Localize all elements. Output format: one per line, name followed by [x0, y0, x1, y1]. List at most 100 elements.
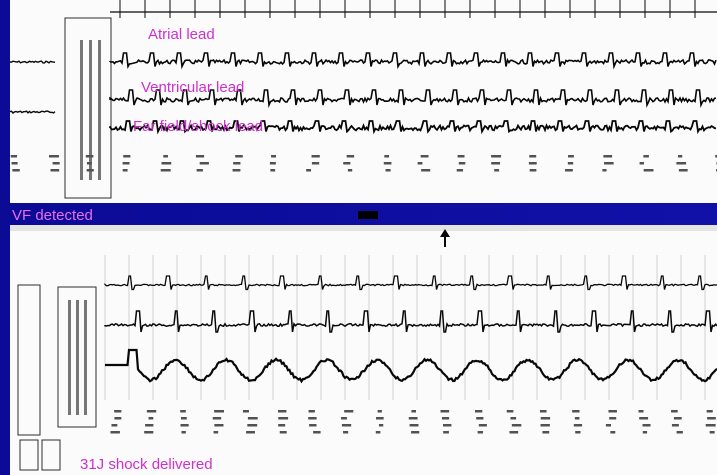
marker-annotation [602, 169, 607, 172]
marker-annotation [671, 410, 678, 413]
marker-annotation [378, 424, 384, 427]
marker-annotation [567, 162, 574, 165]
marker-annotation [676, 162, 687, 165]
marker-annotation [456, 169, 464, 172]
marker-annotation [308, 417, 317, 420]
marker-annotation [242, 410, 249, 413]
marker-annotation [181, 431, 186, 434]
marker-annotation [111, 424, 118, 427]
annotation-box [57, 286, 97, 428]
marker-annotation [478, 424, 487, 427]
marker-annotation [161, 162, 172, 165]
far-field-trace [105, 348, 717, 384]
marker-annotation [246, 431, 255, 434]
marker-annotation [146, 410, 157, 413]
marker-annotation [677, 155, 683, 158]
marker-annotation [48, 155, 59, 158]
egm-strip-bottom [10, 225, 717, 475]
marker-annotation [476, 417, 484, 420]
marker-annotation [10, 155, 18, 158]
annotation-box-text [84, 300, 87, 415]
pre-segment-ventricular [10, 110, 56, 114]
marker-annotation [671, 424, 679, 427]
marker-annotation [643, 155, 649, 158]
annotation-box-text [98, 40, 101, 180]
marker-annotation [180, 417, 187, 420]
marker-annotation [278, 424, 286, 427]
marker-annotation [214, 424, 224, 427]
marker-annotation [474, 410, 483, 413]
marker-annotation [411, 431, 420, 434]
marker-annotation [573, 424, 583, 427]
marker-annotation [411, 410, 417, 413]
marker-annotation [604, 162, 614, 165]
marker-annotation [458, 162, 466, 165]
marker-annotation [529, 169, 537, 172]
episode-marker-icon [358, 211, 378, 219]
marker-annotation [529, 155, 537, 158]
marker-annotation [195, 155, 205, 158]
marker-annotation [638, 410, 644, 413]
marker-annotation [343, 431, 349, 434]
marker-annotation [491, 155, 502, 158]
marker-annotation [343, 162, 351, 165]
marker-annotation [509, 431, 519, 434]
marker-annotation [376, 417, 384, 420]
marker-annotation [278, 417, 289, 420]
egm-tracing-bottom [10, 225, 717, 471]
marker-annotation [608, 410, 617, 413]
marker-annotation [114, 417, 122, 420]
annotation-box-text [76, 300, 79, 415]
marker-annotation [180, 410, 186, 413]
marker-annotation [50, 169, 60, 172]
marker-annotation [491, 162, 501, 165]
marker-annotation [213, 431, 219, 434]
marker-annotation [122, 169, 128, 172]
marker-annotation [709, 431, 715, 434]
pre-segment-atrial [10, 60, 56, 64]
marker-annotation [346, 155, 355, 158]
marker-annotation [180, 424, 189, 427]
marker-annotation [676, 431, 683, 434]
marker-annotation [163, 155, 168, 158]
shock-arrow-head-icon [440, 229, 450, 237]
marker-annotation [421, 169, 431, 172]
atrial-trace [104, 275, 717, 291]
marker-annotation [148, 417, 154, 420]
marker-annotation [247, 424, 258, 427]
marker-annotation [574, 417, 580, 420]
marker-annotation [375, 431, 381, 434]
marker-annotation [639, 162, 644, 165]
marker-annotation [706, 410, 713, 413]
lower-box [41, 439, 61, 471]
marker-annotation [232, 169, 241, 172]
marker-annotation [603, 155, 613, 158]
marker-annotation [605, 424, 612, 427]
marker-annotation [443, 424, 452, 427]
top-band [10, 225, 717, 231]
marker-annotation [575, 431, 581, 434]
marker-annotation [441, 417, 450, 420]
left-scale-box [17, 284, 41, 436]
marker-annotation [212, 417, 222, 420]
marker-annotation [678, 169, 688, 172]
marker-annotation [86, 162, 92, 165]
marker-annotation [377, 410, 382, 413]
marker-annotation [420, 155, 429, 158]
lower-box [19, 439, 39, 471]
marker-annotation [341, 424, 352, 427]
marker-annotation [715, 155, 717, 158]
marker-annotation [110, 431, 120, 434]
marker-annotation [572, 410, 580, 413]
ventricular-trace [109, 89, 717, 109]
marker-annotation [565, 169, 573, 172]
marker-annotation [271, 155, 277, 158]
marker-annotation [673, 417, 682, 420]
marker-annotation [270, 169, 276, 172]
marker-annotation [309, 424, 317, 427]
marker-annotation [199, 162, 209, 165]
atrial-lead-label: Atrial lead [148, 26, 215, 43]
marker-annotation [568, 155, 574, 158]
marker-annotation [86, 169, 94, 172]
marker-annotation [385, 169, 391, 172]
